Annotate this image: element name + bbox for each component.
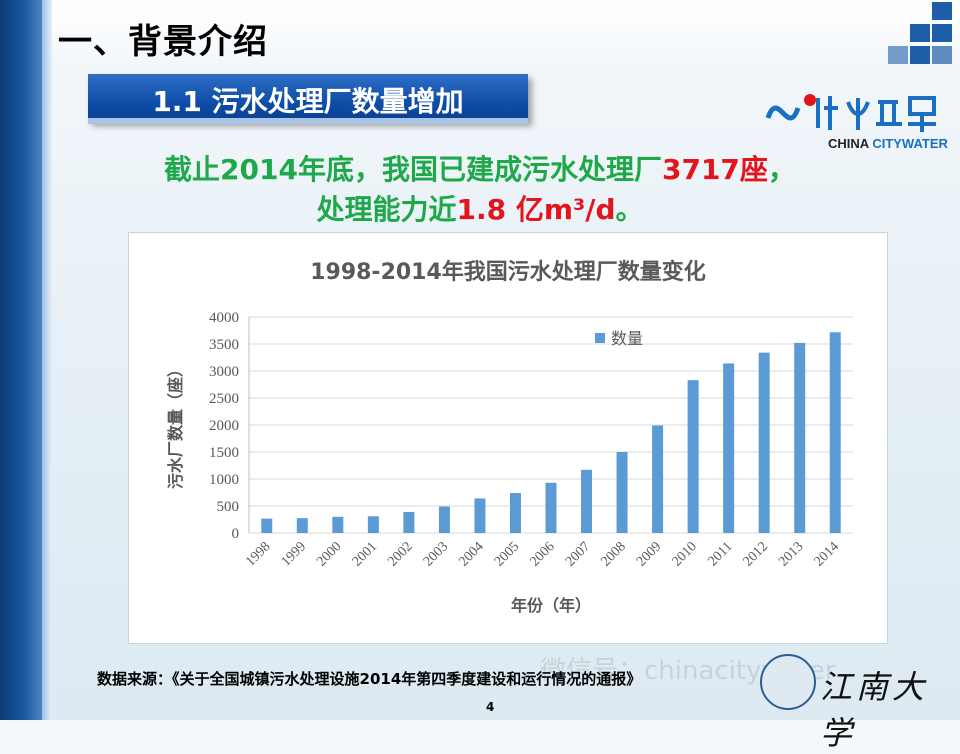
y-tick-label: 1500 [209,445,239,461]
y-tick-label: 0 [232,526,240,542]
statement-line-2: 处理能力近1.8 亿m³/d。 [316,193,644,226]
legend-label: 数量 [611,329,643,348]
x-tick-label: 1998 [243,539,273,569]
x-tick-label: 2008 [598,539,628,569]
bar-2009 [652,425,664,533]
x-tick-label: 2011 [705,539,735,569]
section-title: 1.1 污水处理厂数量增加 [152,85,464,118]
legend-swatch [595,333,605,343]
y-tick-label: 2000 [209,418,239,434]
chart-card: 1998-2014年我国污水处理厂数量变化 0 500 1000 1500 2000 250… [128,232,888,644]
x-tick-label: 2002 [385,539,415,569]
x-tick-label: 2010 [670,539,700,569]
bar-2006 [545,482,557,533]
corner-squares-decor [866,0,956,80]
bar-2013 [794,342,806,533]
chart-title: 1998-2014年我国污水处理厂数量变化 [310,259,706,285]
university-emblem [760,654,816,710]
x-tick-label: 2006 [527,539,557,569]
x-tick-label: 2001 [350,539,380,569]
x-tick-label: 2005 [492,539,522,569]
bar-2000 [332,516,344,533]
page-number: 4 [486,700,495,714]
x-tick-label: 1999 [279,539,309,569]
y-tick-label: 500 [217,499,240,515]
x-tick-label: 2007 [563,539,593,569]
bar-2008 [616,452,628,533]
section-title-band: 1.1 污水处理厂数量增加 [88,74,528,122]
bar-chart: 1998-2014年我国污水处理厂数量变化 0 500 1000 1500 2000 250… [166,259,853,615]
bar-2014 [829,332,841,533]
bar-2011 [723,363,735,533]
left-decor-bar [0,0,42,720]
bar-2004 [474,498,486,533]
x-tick-label: 2012 [741,539,771,569]
left-decor-gradient [42,0,52,720]
y-tick-label: 1000 [209,472,239,488]
logo-caption: CHINA CITYWATER [828,136,948,151]
bar-2007 [581,469,593,533]
bar-1999 [296,518,308,533]
top-band [52,0,960,72]
y-axis-label: 污水厂数量（座） [166,361,185,489]
university-name: 江南大学 [820,668,929,752]
bar-2012 [758,352,770,533]
x-tick-label: 2000 [314,539,344,569]
page-heading: 一、背景介绍 [58,22,268,62]
section-band-shadow [88,118,528,124]
x-tick-label: 2009 [634,539,664,569]
bar-1998 [261,518,273,533]
x-tick-label: 2003 [421,539,451,569]
bar-2002 [403,511,415,533]
bar-2001 [367,516,379,533]
x-tick-label: 2014 [812,539,842,569]
x-tick-label: 2004 [456,539,486,569]
y-tick-label: 3000 [209,364,239,380]
x-axis-label: 年份（年） [511,596,591,615]
x-tick-label: 2013 [776,539,806,569]
bar-2005 [509,493,521,533]
y-tick-label: 3500 [209,337,239,353]
y-tick-label: 2500 [209,391,239,407]
data-source-note: 数据来源：《关于全国城镇污水处理设施2014年第四季度建设和运行情况的通报》 [97,670,642,688]
bar-2010 [687,380,699,533]
statement-line-1: 截止2014年底，我国已建成污水处理厂3717座， [164,153,796,186]
y-tick-label: 4000 [209,310,239,326]
bar-2003 [438,506,450,533]
china-citywater-logo [765,94,936,132]
